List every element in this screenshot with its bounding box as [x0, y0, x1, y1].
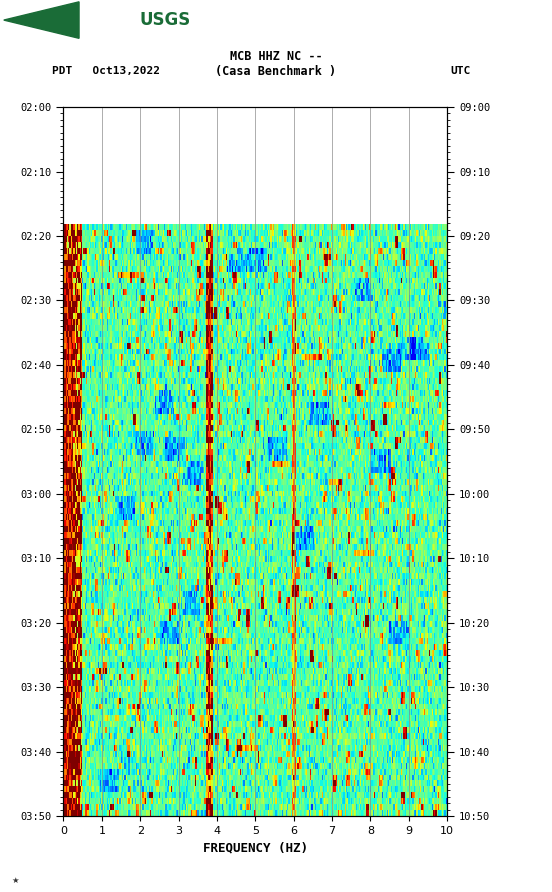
Text: (Casa Benchmark ): (Casa Benchmark )	[215, 65, 337, 78]
Text: USGS: USGS	[139, 11, 190, 29]
Text: UTC: UTC	[450, 66, 470, 77]
Polygon shape	[4, 2, 79, 38]
X-axis label: FREQUENCY (HZ): FREQUENCY (HZ)	[203, 841, 308, 855]
Text: ★: ★	[11, 876, 19, 885]
Text: PDT   Oct13,2022: PDT Oct13,2022	[52, 66, 161, 77]
Text: MCB HHZ NC --: MCB HHZ NC --	[230, 50, 322, 62]
